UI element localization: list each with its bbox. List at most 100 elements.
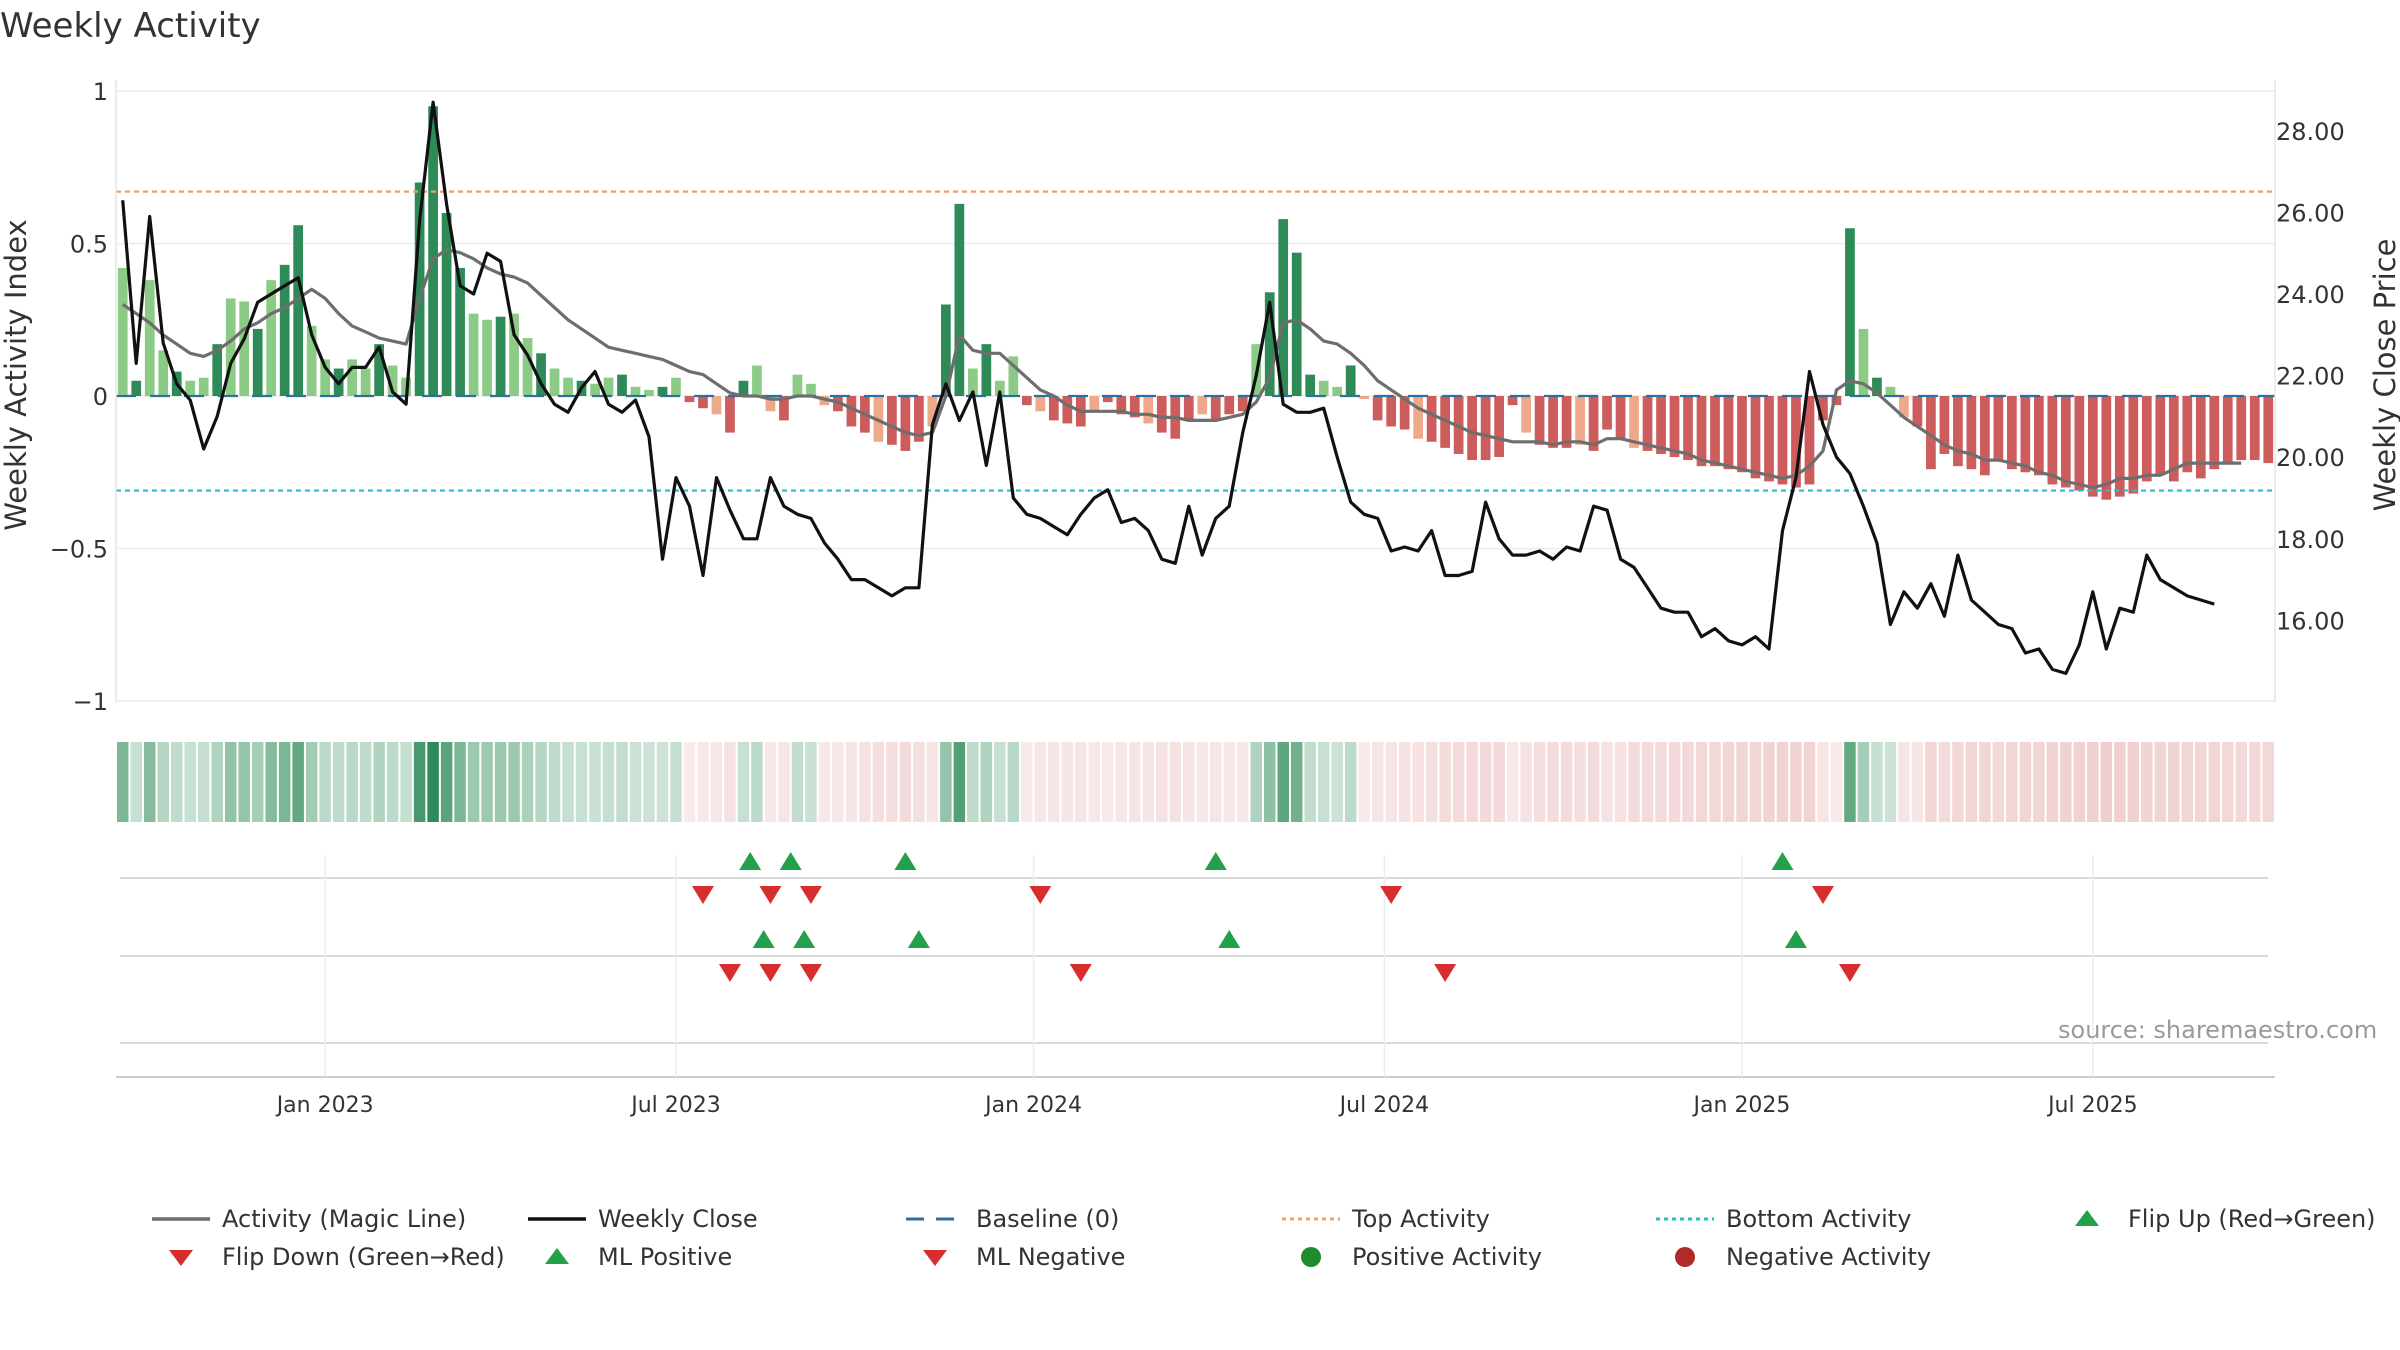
- activity-bar: [2074, 396, 2085, 491]
- activity-bar: [1305, 374, 1316, 396]
- activity-bar: [1993, 396, 2004, 461]
- activity-bar: [306, 325, 317, 396]
- activity-bar: [495, 316, 506, 396]
- heat-cell: [440, 742, 453, 822]
- heat-cell: [724, 742, 736, 822]
- legend-item: Bottom Activity: [1656, 1205, 1911, 1233]
- legend-label: Top Activity: [1352, 1205, 1490, 1233]
- activity-bar: [644, 389, 654, 396]
- heat-cell: [1533, 742, 1546, 822]
- activity-bar: [2168, 396, 2179, 482]
- flip-up-marker: [1204, 852, 1227, 870]
- activity-bar: [2141, 396, 2152, 482]
- activity-heat-strip: [117, 742, 2274, 822]
- heat-cell: [1331, 742, 1343, 822]
- y-tick-right: 20.00: [2276, 444, 2345, 472]
- heat-cell: [953, 742, 966, 822]
- legend-item: Baseline (0): [906, 1205, 1119, 1233]
- activity-bar: [1777, 396, 1788, 485]
- legend-dotted-line-icon: [1282, 1217, 1340, 1221]
- activity-bar: [1858, 328, 1869, 396]
- flip-down-marker: [1380, 886, 1403, 904]
- heat-cell: [1925, 742, 1937, 822]
- heat-cell: [238, 742, 250, 822]
- heat-cell: [481, 742, 493, 822]
- activity-bar: [1588, 396, 1599, 451]
- activity-bar: [941, 304, 951, 396]
- heat-cell: [467, 742, 480, 822]
- activity-bar: [806, 383, 816, 396]
- activity-bar: [1764, 396, 1774, 482]
- signal-rows: [116, 852, 2275, 1078]
- heat-cell: [413, 742, 426, 822]
- legend-triangle-down-icon: [923, 1250, 947, 1266]
- activity-bar: [1264, 292, 1275, 396]
- activity-bar: [1507, 396, 1518, 406]
- activity-bar: [1521, 396, 1531, 433]
- heat-cell: [251, 742, 264, 822]
- heat-cell: [521, 742, 534, 822]
- heat-cell: [1763, 742, 1775, 822]
- heat-cell: [2208, 742, 2221, 822]
- heat-cell: [494, 742, 507, 822]
- heat-cell: [1722, 742, 1735, 822]
- activity-bar: [671, 377, 681, 396]
- heat-cell: [1102, 742, 1114, 822]
- heat-cell: [224, 742, 237, 822]
- activity-bar: [2182, 396, 2193, 473]
- activity-bar: [387, 365, 398, 396]
- heat-cell: [1695, 742, 1708, 822]
- activity-bar: [1116, 396, 1127, 415]
- heat-cell: [1803, 742, 1816, 822]
- flip-up-marker: [779, 852, 802, 870]
- activity-bar: [1183, 396, 1194, 421]
- activity-bar: [428, 106, 438, 396]
- heat-cell: [1884, 742, 1897, 822]
- y-tick-right: 26.00: [2276, 199, 2345, 227]
- activity-bar: [1899, 396, 1909, 418]
- heat-cell: [643, 742, 655, 822]
- activity-bar: [2155, 396, 2166, 476]
- flip-down-marker: [759, 886, 782, 904]
- activity-bar: [725, 396, 735, 433]
- activity-bar: [1129, 396, 1140, 418]
- legend-triangle-up-icon: [545, 1248, 569, 1264]
- heat-cell: [1898, 742, 1910, 822]
- activity-bar: [1615, 396, 1626, 439]
- heat-cell: [1209, 742, 1222, 822]
- activity-bar: [1534, 396, 1545, 445]
- activity-bar: [1156, 396, 1167, 433]
- heat-cell: [1021, 742, 1033, 822]
- heat-cell: [751, 742, 763, 822]
- heat-cell: [2235, 742, 2248, 822]
- activity-bar: [1008, 356, 1019, 396]
- ml-negative-marker: [1434, 964, 1457, 982]
- heat-cell: [157, 742, 169, 822]
- activity-bar: [2047, 396, 2058, 485]
- heat-cell: [1398, 742, 1411, 822]
- heat-cell: [1034, 742, 1047, 822]
- heat-cell: [616, 742, 628, 822]
- y-tick-left: −1: [73, 688, 108, 716]
- activity-bar: [1629, 396, 1639, 448]
- legend-item: Flip Down (Green→Red): [152, 1243, 505, 1271]
- heat-cell: [2114, 742, 2126, 822]
- activity-bar: [994, 380, 1005, 396]
- heat-cell: [278, 742, 291, 822]
- legend-label: ML Positive: [598, 1243, 733, 1271]
- heat-cell: [886, 742, 898, 822]
- activity-bar: [239, 301, 250, 396]
- ml-negative-marker: [1069, 964, 1092, 982]
- legend-label: Weekly Close: [598, 1205, 758, 1233]
- x-tick-label: Jul 2025: [2046, 1093, 2138, 1118]
- activity-bar: [927, 396, 938, 427]
- activity-bar: [2209, 396, 2220, 470]
- activity-bar: [1683, 396, 1693, 461]
- heat-cell: [818, 742, 831, 822]
- heat-cell: [2046, 742, 2059, 822]
- heat-cell: [1830, 742, 1843, 822]
- flip-down-marker: [799, 886, 822, 904]
- heat-cell: [872, 742, 885, 822]
- y-tick-right: 18.00: [2276, 526, 2345, 554]
- activity-bar: [158, 350, 169, 396]
